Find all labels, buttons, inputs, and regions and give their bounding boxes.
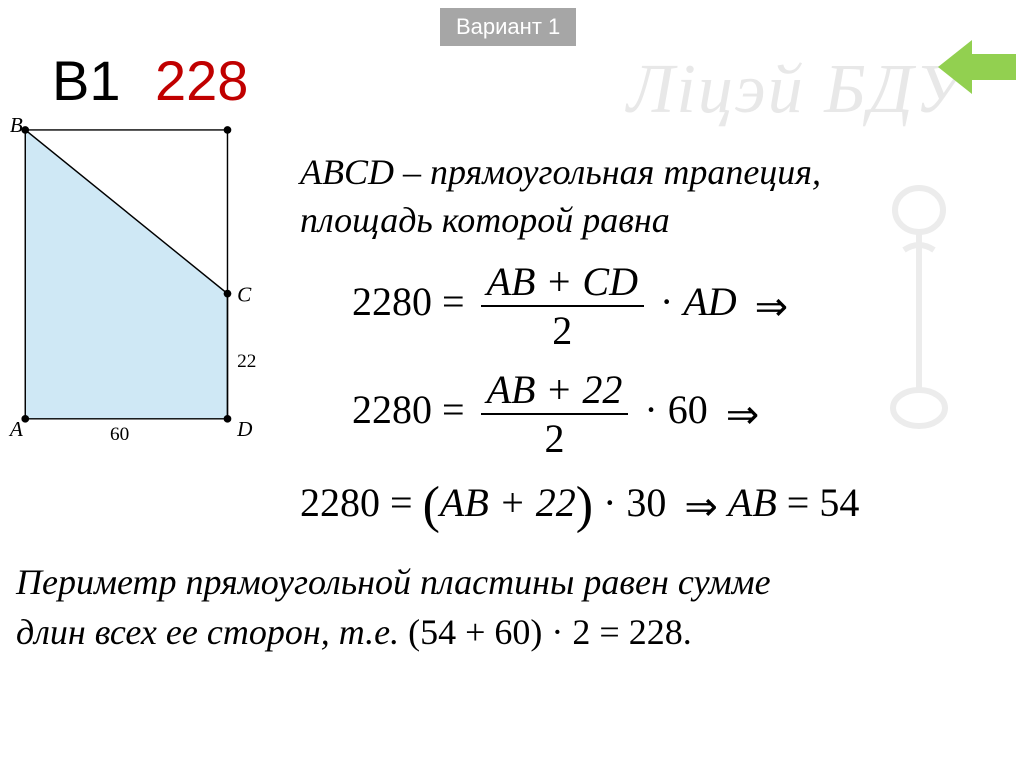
- conclusion-line-1: Периметр прямоугольной пластины равен су…: [16, 558, 1006, 607]
- f2-den: 2: [481, 413, 629, 462]
- label-cd: 22: [237, 351, 256, 372]
- problem-answer: 228: [155, 49, 248, 112]
- f3-mult: 30: [626, 480, 666, 525]
- f2-lhs: 2280: [352, 387, 432, 432]
- svg-text:C: C: [237, 282, 252, 306]
- concl2-expr: (54 + 60) · 2 = 228.: [408, 612, 692, 652]
- stmt-1-rest: – прямоугольная трапеция,: [394, 152, 821, 192]
- concl2-pre: длин всех ее сторон, т.е.: [16, 612, 408, 652]
- f2-num: AB + 22: [481, 366, 629, 413]
- problem-title: В1 228: [52, 48, 248, 113]
- slide: Ліцэй БДУ Вариант 1 В1 228 A B C D 60: [0, 0, 1024, 768]
- f3-val: 54: [819, 480, 859, 525]
- problem-code: В1: [52, 49, 121, 112]
- formula-2: 2280 = AB + 22 2 · 60 ⇒: [352, 366, 972, 446]
- f3-var: AB: [728, 480, 777, 525]
- svg-text:A: A: [8, 417, 23, 441]
- back-arrow-icon[interactable]: [938, 36, 1016, 98]
- conclusion-line-2: длин всех ее сторон, т.е. (54 + 60) · 2 …: [16, 608, 1006, 657]
- label-ad: 60: [110, 424, 129, 445]
- f1-fraction: AB + CD 2: [481, 258, 644, 354]
- imply-icon: ⇒: [755, 284, 789, 329]
- imply-icon: ⇒: [684, 484, 718, 529]
- abcd-var: ABCD: [300, 152, 394, 192]
- f2-fraction: AB + 22 2: [481, 366, 629, 462]
- f1-den: 2: [481, 305, 644, 354]
- f1-mult: AD: [683, 279, 736, 324]
- trapezoid-diagram: A B C D 60 22: [6, 114, 266, 454]
- formula-3: 2280 = (AB + 22) · 30 ⇒ AB = 54: [300, 476, 1000, 535]
- imply-icon: ⇒: [726, 392, 760, 437]
- f3-paren: AB + 22: [440, 480, 576, 525]
- watermark-text: Ліцэй БДУ: [627, 50, 964, 130]
- svg-text:D: D: [236, 417, 252, 441]
- formula-1: 2280 = AB + CD 2 · AD ⇒: [352, 258, 972, 338]
- statement-line-1: ABCD – прямоугольная трапеция,: [300, 150, 1000, 195]
- f2-mult: 60: [668, 387, 708, 432]
- variant-badge: Вариант 1: [440, 8, 576, 46]
- f1-num: AB + CD: [481, 258, 644, 305]
- statement-line-2: площадь которой равна: [300, 198, 1000, 243]
- svg-text:B: B: [10, 114, 23, 137]
- f1-lhs: 2280: [352, 279, 432, 324]
- f3-lhs: 2280: [300, 480, 380, 525]
